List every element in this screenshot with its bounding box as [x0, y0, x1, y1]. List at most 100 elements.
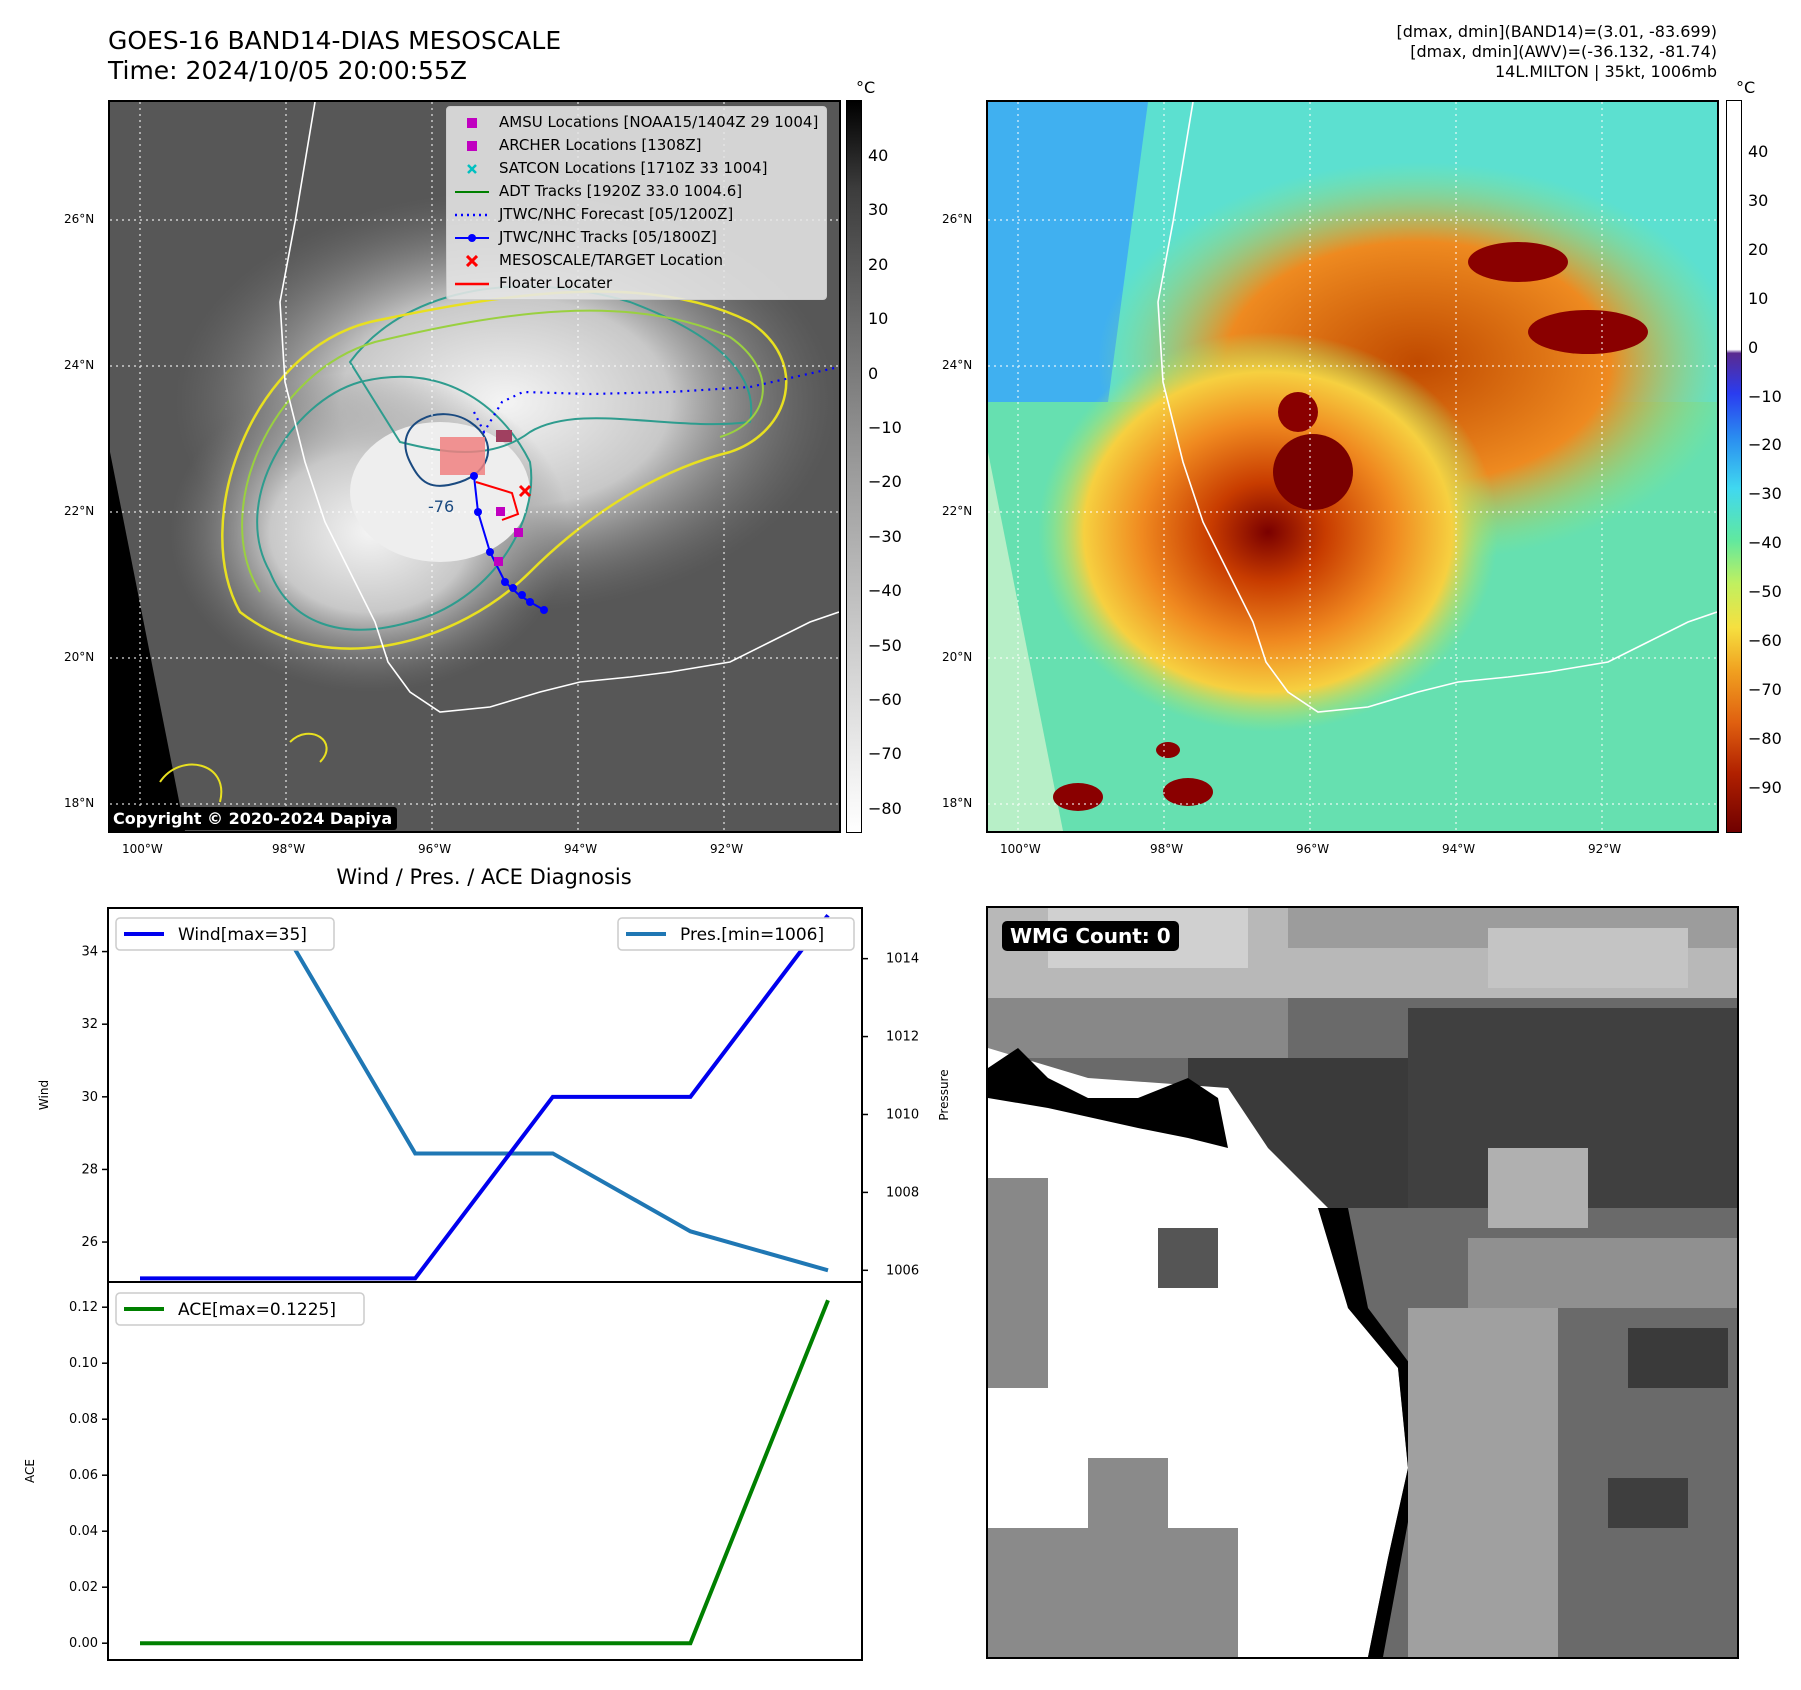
lat-label: 24°N [64, 358, 95, 372]
colorbar-tick-label: 0 [1748, 337, 1759, 357]
figure-title: GOES-16 BAND14-DIAS MESOSCALE Time: 2024… [108, 26, 561, 86]
lat-label: 22°N [64, 504, 95, 518]
legend-item-tracks: JTWC/NHC Tracks [05/1800Z] [455, 226, 818, 249]
lon-label: 98°W [272, 842, 306, 856]
colorbar-tick-label: 20 [868, 254, 889, 274]
ace-tick-label: 0.00 [69, 1636, 98, 1651]
pressure-tick-label: 1010 [886, 1107, 919, 1122]
colorbar-tick-label: −40 [1748, 533, 1782, 553]
colorbar-tick-label: −60 [1748, 631, 1782, 650]
pressure-tick-label: 1006 [886, 1263, 919, 1278]
colorbar-tick-label: −40 [868, 581, 902, 601]
wmg-panel [986, 906, 1739, 1659]
ace-tick-label: 0.10 [69, 1356, 98, 1371]
lat-label: 18°N [942, 796, 973, 810]
band14-stats: [dmax, dmin](BAND14)=(3.01, -83.699) [1396, 22, 1718, 41]
colorbar-tick-label: −50 [1748, 582, 1782, 602]
pressure-legend-label: Pres.[min=1006] [680, 925, 824, 945]
ace-legend-box [115, 1292, 365, 1326]
pressure-tick-label: 1014 [886, 952, 919, 967]
awv-map-panel [986, 100, 1719, 833]
colorbar-tick-label: 20 [1748, 239, 1769, 259]
colorbar-tick-label: −80 [868, 798, 902, 818]
ace-legend-label: ACE[max=0.1225] [178, 1300, 336, 1320]
wind-legend-label: Wind[max=35] [178, 925, 307, 945]
colorbar-tick-label: −10 [868, 418, 902, 437]
wind-legend-box [115, 917, 335, 951]
legend-item-amsu: AMSU Locations [NOAA15/1404Z 29 1004] [455, 111, 818, 134]
storm-info: 14L.MILTON | 35kt, 1006mb [1494, 62, 1717, 81]
lat-label: 24°N [942, 358, 973, 372]
wind-axis-label: Wind [37, 1080, 51, 1110]
x-marker-icon [455, 254, 489, 267]
legend-item-target: MESOSCALE/TARGET Location [455, 249, 818, 272]
ace-tick-label: 0.08 [69, 1412, 98, 1427]
lat-label: 18°N [64, 796, 95, 810]
lon-label: 92°W [710, 842, 744, 856]
lon-label: 100°W [1000, 842, 1041, 856]
legend-item-archer: ARCHER Locations [1308Z] [455, 134, 818, 157]
colorbar-tick-label: 0 [868, 363, 879, 383]
colorbar-tick-label: −50 [868, 635, 902, 655]
pressure-legend-box [617, 917, 855, 951]
wind-pressure-frame [107, 907, 863, 1283]
lat-label: 20°N [64, 650, 95, 664]
lat-label: 26°N [942, 212, 973, 226]
ace-tick-label: 0.06 [69, 1468, 98, 1483]
colorbar-tick-label: 30 [868, 200, 889, 220]
wind-tick-label: 28 [81, 1162, 98, 1177]
colorbar-tick-label: 40 [1748, 142, 1769, 161]
line-marker-icon [455, 282, 489, 286]
colorbar-tick-label: −20 [1748, 435, 1782, 455]
colorbar-tick-label: −10 [1748, 386, 1782, 406]
ace-tick-label: 0.04 [69, 1524, 98, 1539]
ace-series-line [140, 1299, 830, 1646]
pressure-tick-label: 1008 [886, 1185, 919, 1200]
lon-label: 96°W [418, 842, 452, 856]
square-marker-icon [455, 117, 489, 128]
colorbar-tick-label: 40 [868, 146, 889, 165]
wmg-image [988, 908, 1737, 1657]
copyright-badge: Copyright © 2020-2024 Dapiya [108, 807, 398, 830]
ace-axis-label: ACE [23, 1459, 37, 1483]
pressure-series-line [140, 917, 829, 1273]
colorbar-unit: °C [856, 78, 876, 97]
wind-tick-label: 30 [81, 1090, 98, 1105]
map-legend: AMSU Locations [NOAA15/1404Z 29 1004] AR… [446, 106, 828, 300]
lon-label: 94°W [1442, 842, 1476, 856]
pressure-tick-label: 1012 [886, 1030, 919, 1045]
square-marker-icon [455, 140, 489, 151]
ace-tick-label: 0.02 [69, 1580, 98, 1595]
lat-label: 26°N [64, 212, 95, 226]
colorbar-tick-label: 30 [1748, 190, 1769, 210]
wmg-count-badge: WMG Count: 0 [1002, 921, 1179, 951]
x-marker-icon [455, 163, 489, 174]
legend-item-floater: Floater Locater [455, 272, 818, 295]
legend-item-satcon: SATCON Locations [1710Z 33 1004] [455, 157, 818, 180]
ace-tick-label: 0.12 [69, 1300, 98, 1315]
lon-label: 100°W [122, 842, 163, 856]
colorbar-tick-label: −90 [1748, 777, 1782, 797]
colorbar-tick-label: −70 [1748, 679, 1782, 699]
legend-item-forecast: JTWC/NHC Forecast [05/1200Z] [455, 203, 818, 226]
pressure-axis-label: Pressure [937, 1069, 951, 1120]
awv-map-image [988, 102, 1717, 831]
lon-label: 94°W [564, 842, 598, 856]
lon-label: 96°W [1296, 842, 1330, 856]
line-marker-icon [455, 190, 489, 194]
colorbar-tick-label: −70 [868, 744, 902, 764]
diagnosis-chart: 26 28 30 32 34 1006 1008 1010 1012 1014 0.00 0.02 0.… [23, 907, 951, 1661]
colorbar-tick-label: −60 [868, 690, 902, 709]
title-time: Time: 2024/10/05 20:00:55Z [108, 56, 467, 85]
ir-colorbar [846, 100, 862, 833]
wind-tick-label: 34 [81, 945, 98, 960]
lon-label: 98°W [1150, 842, 1184, 856]
colorbar-tick-label: −30 [868, 526, 902, 546]
wind-series-line [140, 914, 830, 1281]
title-product: GOES-16 BAND14-DIAS MESOSCALE [108, 26, 562, 55]
legend-item-adt: ADT Tracks [1920Z 33.0 1004.6] [455, 180, 818, 203]
awv-colorbar [1726, 100, 1742, 833]
colorbar-tick-label: −20 [868, 472, 902, 492]
diagnosis-title: Wind / Pres. / ACE Diagnosis [336, 865, 632, 889]
line-dot-icon [455, 233, 489, 243]
